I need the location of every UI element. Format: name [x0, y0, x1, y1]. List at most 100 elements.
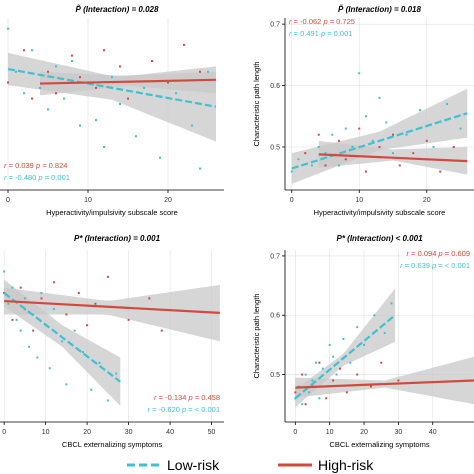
data-point-high-risk	[365, 170, 367, 173]
data-point-low-risk	[459, 127, 462, 130]
data-point-high-risk	[397, 379, 400, 382]
chart-title: P̃ (Interaction) = 0.028	[76, 5, 159, 14]
data-point-high-risk	[412, 152, 415, 155]
data-point-low-risk	[356, 326, 359, 329]
stat-symbol: p	[181, 405, 186, 414]
data-point-high-risk	[167, 81, 169, 84]
data-point-high-risk	[103, 49, 105, 52]
x-tick-label: 0	[293, 429, 297, 436]
data-point-low-risk	[363, 343, 366, 346]
data-point-high-risk	[86, 324, 89, 327]
data-point-low-risk	[31, 49, 33, 52]
data-point-low-risk	[119, 103, 121, 105]
data-point-high-risk	[77, 292, 80, 294]
stat-symbol: =	[409, 249, 418, 258]
plot-area	[294, 288, 474, 408]
chart-title: P̃ (Interaction) = 0.018	[338, 5, 421, 14]
legend-label-low-risk: Low-risk	[167, 457, 220, 473]
data-point-low-risk	[308, 391, 311, 394]
data-point-low-risk	[95, 119, 97, 122]
data-point-low-risk	[371, 139, 374, 142]
x-axis-label: CBCL externalizing symptoms	[62, 440, 162, 449]
data-point-low-risk	[61, 340, 64, 343]
stat-symbol: =	[292, 29, 301, 38]
data-point-low-risk	[304, 373, 307, 376]
data-point-low-risk	[331, 133, 334, 136]
stat-value: 0.458	[201, 393, 220, 402]
stat-symbol: r	[289, 29, 292, 38]
data-point-high-risk	[199, 70, 201, 73]
stat-symbol: =	[328, 17, 337, 26]
chart-panel-2: 0 10 20 0.5 0.6 0.7 P̃ (Interaction) = 0.018 Hy…	[252, 5, 474, 217]
data-point-low-risk	[365, 115, 367, 118]
stat-value: 0.725	[336, 17, 355, 26]
data-point-high-risk	[40, 297, 43, 300]
data-point-high-risk	[344, 158, 347, 161]
data-point-low-risk	[71, 60, 73, 62]
data-point-high-risk	[55, 92, 57, 95]
data-point-low-risk	[317, 146, 320, 148]
stat-annotation-high-risk: r = 0.094 p = 0.609	[407, 249, 470, 258]
data-point-high-risk	[106, 275, 109, 278]
data-point-high-risk	[79, 76, 81, 79]
data-point-low-risk	[432, 146, 435, 148]
x-tick-label: 0	[290, 197, 294, 204]
data-point-high-risk	[338, 139, 340, 142]
fit-line-low-risk	[7, 67, 217, 108]
stat-value: < 0.001	[445, 261, 470, 270]
data-point-low-risk	[19, 329, 22, 332]
x-tick-label: 20	[360, 429, 368, 436]
data-point-low-risk	[373, 314, 376, 317]
data-point-low-risk	[15, 318, 18, 321]
data-point-low-risk	[358, 72, 361, 75]
fit-line-high-risk	[4, 299, 220, 314]
x-tick-label: 0	[6, 197, 10, 204]
stat-symbol: p	[35, 161, 40, 170]
x-tick-label: 10	[84, 197, 92, 204]
data-point-high-risk	[304, 152, 307, 155]
fit-line-high-risk	[39, 78, 217, 85]
stat-annotation-low-risk: r = 0.491 p = 0.001	[289, 29, 352, 38]
data-point-low-risk	[338, 164, 340, 167]
data-point-high-risk	[65, 313, 68, 316]
stat-value: 0.824	[49, 161, 68, 170]
data-point-low-risk	[419, 109, 421, 112]
gridlines	[285, 18, 474, 190]
data-point-low-risk	[15, 70, 17, 73]
data-point-low-risk	[39, 86, 41, 89]
data-point-low-risk	[199, 167, 201, 170]
data-point-low-risk	[159, 156, 161, 159]
data-point-low-risk	[290, 170, 293, 173]
plot-area	[290, 72, 468, 184]
stat-annotation-low-risk: r = -0.480 p = 0.001	[4, 173, 70, 182]
data-point-high-risk	[439, 170, 442, 173]
stat-symbol: =	[7, 173, 16, 182]
data-point-high-risk	[294, 391, 297, 394]
data-point-high-risk	[452, 146, 455, 148]
data-point-high-risk	[324, 164, 327, 167]
x-tick-label: 40	[429, 429, 437, 436]
ci-band-high-risk	[4, 284, 220, 342]
data-point-low-risk	[383, 332, 386, 335]
data-point-low-risk	[11, 286, 14, 289]
stat-value: 0.639	[411, 261, 430, 270]
data-point-low-risk	[98, 361, 101, 364]
data-point-low-risk	[314, 361, 317, 364]
x-tick-label: 10	[326, 429, 334, 436]
stat-value: -0.480	[15, 173, 36, 182]
y-tick-label: 0.7	[270, 253, 280, 260]
data-point-high-risk	[392, 133, 394, 136]
legend: Low-risk High-risk	[127, 457, 374, 473]
data-point-high-risk	[378, 146, 381, 148]
data-point-low-risk	[301, 403, 304, 406]
x-tick-label: 10	[42, 429, 50, 436]
data-point-high-risk	[23, 49, 25, 52]
data-point-low-risk	[351, 146, 354, 148]
data-point-low-risk	[81, 351, 84, 354]
data-point-low-risk	[7, 27, 9, 30]
fit-line-low-risk	[294, 314, 396, 400]
stat-annotation-low-risk: r = -0.620 p = < 0.001	[148, 405, 220, 414]
data-point-high-risk	[7, 81, 9, 84]
data-point-low-risk	[111, 76, 113, 79]
